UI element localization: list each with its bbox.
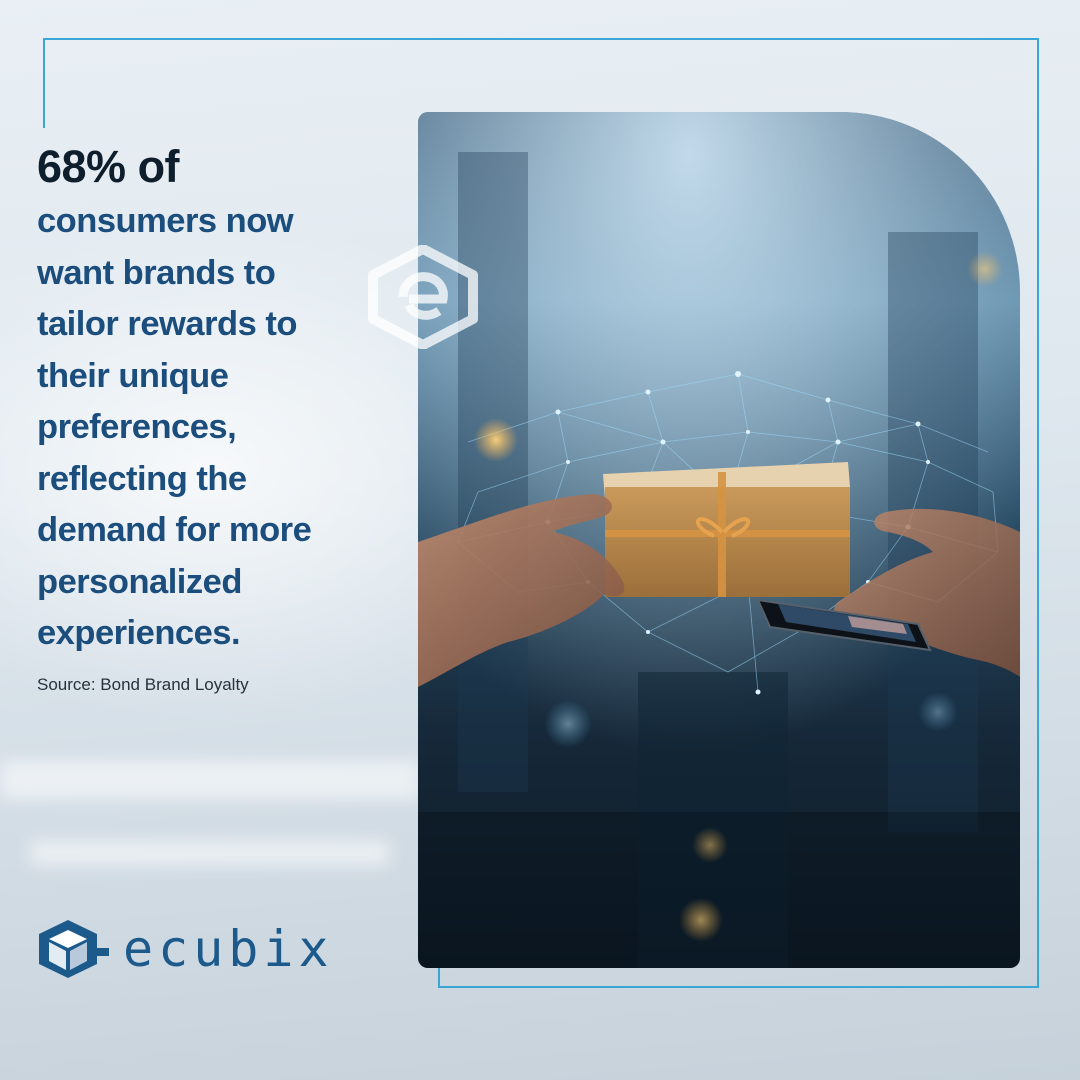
headline-line: want brands to	[37, 253, 276, 292]
frame-line-right	[1037, 38, 1039, 988]
cube-e-logo-icon	[39, 920, 109, 978]
headline-line: consumers now	[37, 202, 294, 240]
headline-line: experiences.	[37, 614, 241, 652]
headline-line: demand for more	[37, 511, 312, 549]
brand-name: ecubix	[123, 920, 334, 978]
frame-line-left	[43, 38, 45, 128]
frame-line-bottom	[438, 986, 1039, 988]
headline-line: tailor rewards to	[37, 305, 297, 343]
headline-line: personalized	[37, 562, 242, 601]
headline-stat: 68% of	[37, 141, 180, 192]
gift-exchange-illustration	[418, 112, 1020, 968]
cube-e-watermark-icon	[368, 245, 478, 349]
background-light-streak	[30, 840, 390, 866]
source-citation: Source: Bond Brand Loyalty	[37, 675, 249, 694]
headline-line: preferences,	[37, 408, 237, 446]
frame-line-top	[43, 38, 1039, 40]
hero-photo	[418, 112, 1020, 968]
brand-logo: ecubix	[35, 918, 334, 980]
headline-line: reflecting the	[37, 459, 247, 498]
headline: 68% of consumers now want brands to tail…	[37, 138, 417, 660]
background-light-streak	[0, 760, 420, 800]
headline-line: their unique	[37, 356, 229, 395]
